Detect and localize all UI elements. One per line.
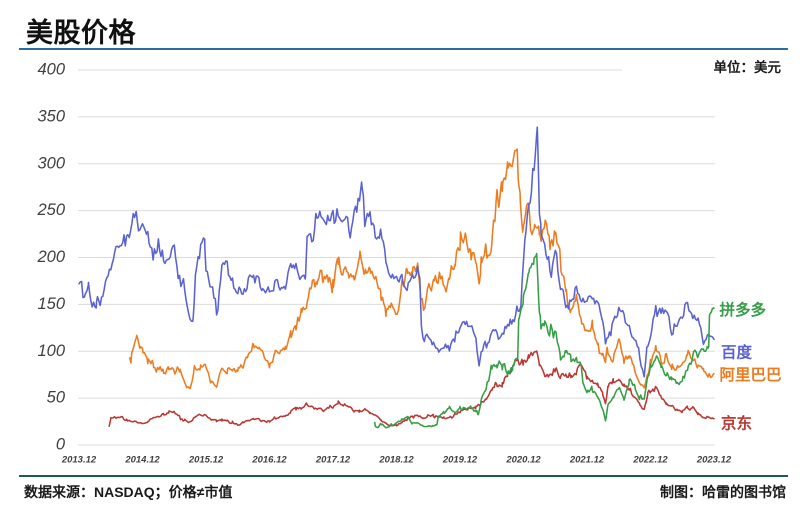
svg-text:2018.12: 2018.12 <box>378 455 414 466</box>
svg-text:拼多多: 拼多多 <box>720 300 767 319</box>
svg-text:250: 250 <box>36 201 65 219</box>
svg-text:2022.12: 2022.12 <box>632 455 668 466</box>
svg-text:2017.12: 2017.12 <box>315 455 351 466</box>
svg-text:50: 50 <box>47 389 66 407</box>
svg-text:400: 400 <box>37 61 65 79</box>
svg-text:2023.12: 2023.12 <box>696 455 732 466</box>
svg-text:100: 100 <box>37 342 65 360</box>
svg-text:阿里巴巴: 阿里巴巴 <box>720 366 783 384</box>
svg-text:2019.12: 2019.12 <box>442 455 478 466</box>
svg-text:300: 300 <box>37 154 65 172</box>
svg-text:百度: 百度 <box>721 343 753 362</box>
svg-text:150: 150 <box>37 295 65 313</box>
svg-text:2016.12: 2016.12 <box>251 455 287 466</box>
svg-text:2014.12: 2014.12 <box>124 455 160 466</box>
svg-text:200: 200 <box>36 248 65 266</box>
svg-text:350: 350 <box>37 108 65 126</box>
svg-text:0: 0 <box>56 436 66 454</box>
svg-text:2013.12: 2013.12 <box>61 455 97 466</box>
svg-text:京东: 京东 <box>721 414 752 433</box>
svg-text:2015.12: 2015.12 <box>188 455 224 466</box>
svg-text:2021.12: 2021.12 <box>569 455 605 466</box>
svg-text:2020.12: 2020.12 <box>505 455 541 466</box>
